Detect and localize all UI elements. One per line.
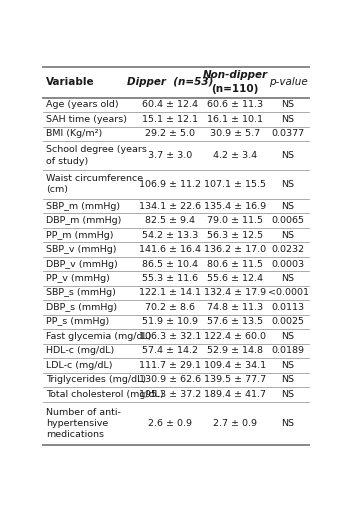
Text: SBP_s (mmHg): SBP_s (mmHg) xyxy=(46,289,116,297)
Text: 134.1 ± 22.6: 134.1 ± 22.6 xyxy=(139,202,201,211)
Text: NS: NS xyxy=(282,202,295,211)
Text: DBP_v (mmHg): DBP_v (mmHg) xyxy=(46,260,118,269)
Text: 2.7 ± 0.9: 2.7 ± 0.9 xyxy=(213,419,257,428)
Text: DBP_s (mmHg): DBP_s (mmHg) xyxy=(46,303,117,312)
Text: 79.0 ± 11.5: 79.0 ± 11.5 xyxy=(207,216,263,225)
Text: 106.3 ± 32.1: 106.3 ± 32.1 xyxy=(139,332,201,341)
Text: SBP_v (mmHg): SBP_v (mmHg) xyxy=(46,245,117,254)
Text: 82.5 ± 9.4: 82.5 ± 9.4 xyxy=(145,216,195,225)
Text: SAH time (years): SAH time (years) xyxy=(46,115,127,124)
Text: Total cholesterol (mg/dL): Total cholesterol (mg/dL) xyxy=(46,390,164,399)
Text: 60.4 ± 12.4: 60.4 ± 12.4 xyxy=(142,100,198,109)
Text: 135.4 ± 16.9: 135.4 ± 16.9 xyxy=(204,202,266,211)
Text: NS: NS xyxy=(282,419,295,428)
Text: p-value: p-value xyxy=(269,78,307,87)
Text: 57.4 ± 14.2: 57.4 ± 14.2 xyxy=(142,346,198,355)
Text: 74.8 ± 11.3: 74.8 ± 11.3 xyxy=(207,303,263,312)
Text: PP_v (mmHg): PP_v (mmHg) xyxy=(46,274,110,283)
Text: Triglycerides (mg/dL): Triglycerides (mg/dL) xyxy=(46,375,146,384)
Text: PP_m (mmHg): PP_m (mmHg) xyxy=(46,230,114,240)
Text: 0.0377: 0.0377 xyxy=(272,129,305,138)
Text: 195.3 ± 37.2: 195.3 ± 37.2 xyxy=(139,390,201,399)
Text: PP_s (mmHg): PP_s (mmHg) xyxy=(46,317,109,327)
Text: NS: NS xyxy=(282,390,295,399)
Text: 109.4 ± 34.1: 109.4 ± 34.1 xyxy=(204,361,266,370)
Text: 55.3 ± 11.6: 55.3 ± 11.6 xyxy=(142,274,198,283)
Text: 139.5 ± 77.7: 139.5 ± 77.7 xyxy=(204,375,266,384)
Text: 0.0113: 0.0113 xyxy=(272,303,305,312)
Text: 70.2 ± 8.6: 70.2 ± 8.6 xyxy=(145,303,195,312)
Text: 0.0189: 0.0189 xyxy=(272,346,305,355)
Text: 80.6 ± 11.5: 80.6 ± 11.5 xyxy=(207,260,263,269)
Text: NS: NS xyxy=(282,151,295,160)
Text: 122.1 ± 14.1: 122.1 ± 14.1 xyxy=(139,289,201,297)
Text: 30.9 ± 5.7: 30.9 ± 5.7 xyxy=(210,129,260,138)
Text: (n=110): (n=110) xyxy=(211,84,259,95)
Text: 55.6 ± 12.4: 55.6 ± 12.4 xyxy=(207,274,263,283)
Text: 29.2 ± 5.0: 29.2 ± 5.0 xyxy=(145,129,195,138)
Text: 51.9 ± 10.9: 51.9 ± 10.9 xyxy=(142,317,198,327)
Text: 16.1 ± 10.1: 16.1 ± 10.1 xyxy=(207,115,263,124)
Text: 0.0232: 0.0232 xyxy=(272,245,305,254)
Text: 60.6 ± 11.3: 60.6 ± 11.3 xyxy=(207,100,263,109)
Text: Dipper  (n=53): Dipper (n=53) xyxy=(127,78,213,87)
Text: 122.4 ± 60.0: 122.4 ± 60.0 xyxy=(204,332,266,341)
Text: Non-dipper: Non-dipper xyxy=(202,71,268,80)
Text: NS: NS xyxy=(282,361,295,370)
Text: 141.6 ± 16.4: 141.6 ± 16.4 xyxy=(139,245,201,254)
Text: 2.6 ± 0.9: 2.6 ± 0.9 xyxy=(148,419,192,428)
Text: HDL-c (mg/dL): HDL-c (mg/dL) xyxy=(46,346,114,355)
Text: 52.9 ± 14.8: 52.9 ± 14.8 xyxy=(207,346,263,355)
Text: 3.7 ± 3.0: 3.7 ± 3.0 xyxy=(148,151,192,160)
Text: 56.3 ± 12.5: 56.3 ± 12.5 xyxy=(207,230,263,240)
Text: LDL-c (mg/dL): LDL-c (mg/dL) xyxy=(46,361,113,370)
Text: Fast glycemia (mg/dL): Fast glycemia (mg/dL) xyxy=(46,332,152,341)
Text: 111.7 ± 29.1: 111.7 ± 29.1 xyxy=(139,361,201,370)
Text: 54.2 ± 13.3: 54.2 ± 13.3 xyxy=(142,230,198,240)
Text: Waist circumference
(cm): Waist circumference (cm) xyxy=(46,174,143,195)
Text: 4.2 ± 3.4: 4.2 ± 3.4 xyxy=(213,151,257,160)
Text: 0.0065: 0.0065 xyxy=(272,216,305,225)
Text: 107.1 ± 15.5: 107.1 ± 15.5 xyxy=(204,180,266,189)
Text: DBP_m (mmHg): DBP_m (mmHg) xyxy=(46,216,121,225)
Text: Number of anti-
hypertensive
medications: Number of anti- hypertensive medications xyxy=(46,408,121,439)
Text: School degree (years
of study): School degree (years of study) xyxy=(46,146,147,166)
Text: NS: NS xyxy=(282,115,295,124)
Text: NS: NS xyxy=(282,180,295,189)
Text: 106.9 ± 11.2: 106.9 ± 11.2 xyxy=(139,180,201,189)
Text: 0.0025: 0.0025 xyxy=(272,317,305,327)
Text: NS: NS xyxy=(282,100,295,109)
Text: NS: NS xyxy=(282,230,295,240)
Text: Age (years old): Age (years old) xyxy=(46,100,119,109)
Text: 189.4 ± 41.7: 189.4 ± 41.7 xyxy=(204,390,266,399)
Text: 132.4 ± 17.9: 132.4 ± 17.9 xyxy=(204,289,266,297)
Text: <0.0001: <0.0001 xyxy=(268,289,309,297)
Text: NS: NS xyxy=(282,375,295,384)
Text: 15.1 ± 12.1: 15.1 ± 12.1 xyxy=(142,115,198,124)
Text: 0.0003: 0.0003 xyxy=(272,260,305,269)
Text: Variable: Variable xyxy=(46,78,95,87)
Text: 57.6 ± 13.5: 57.6 ± 13.5 xyxy=(207,317,263,327)
Text: 136.2 ± 17.0: 136.2 ± 17.0 xyxy=(204,245,266,254)
Text: BMI (Kg/m²): BMI (Kg/m²) xyxy=(46,129,102,138)
Text: 130.9 ± 62.6: 130.9 ± 62.6 xyxy=(139,375,201,384)
Text: NS: NS xyxy=(282,332,295,341)
Text: 86.5 ± 10.4: 86.5 ± 10.4 xyxy=(142,260,198,269)
Text: SBP_m (mmHg): SBP_m (mmHg) xyxy=(46,202,120,211)
Text: NS: NS xyxy=(282,274,295,283)
